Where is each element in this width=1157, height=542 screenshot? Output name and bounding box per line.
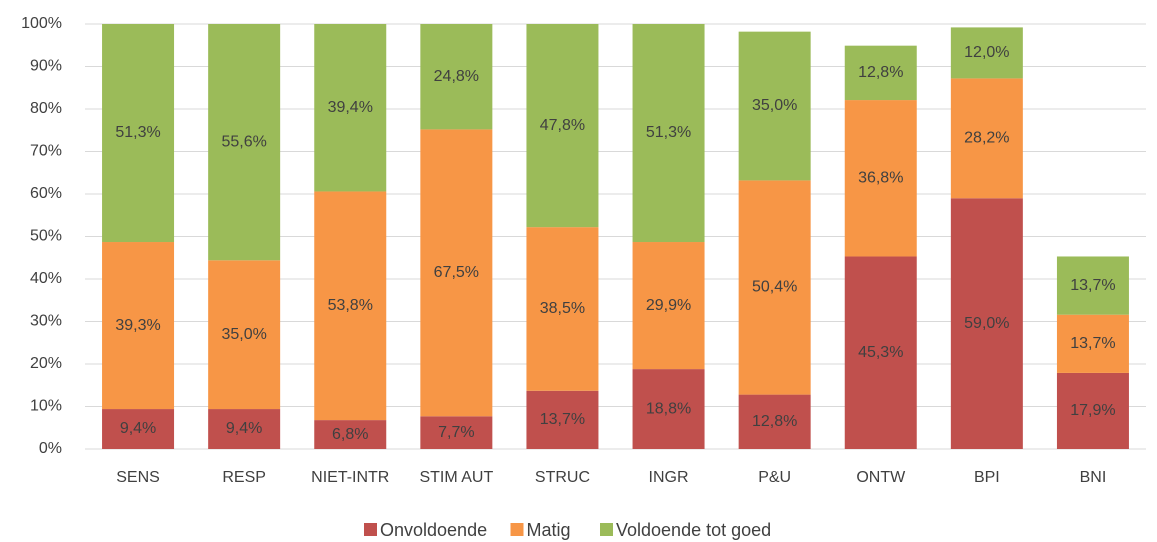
bar-segment <box>526 390 599 449</box>
data-label: 39,3% <box>115 317 160 334</box>
legend-label: Voldoende tot goed <box>616 520 771 540</box>
data-label: 35,0% <box>752 97 797 114</box>
data-label: 18,8% <box>646 400 691 417</box>
bar-segment <box>1056 256 1129 315</box>
data-label: 45,3% <box>858 344 903 361</box>
bar-segment <box>632 369 705 449</box>
bar-segment <box>102 242 175 410</box>
data-label: 28,2% <box>964 130 1009 147</box>
y-tick-label: 40% <box>30 270 62 287</box>
y-tick-label: 60% <box>30 185 62 202</box>
data-label: 17,9% <box>1070 402 1115 419</box>
data-label: 13,7% <box>1070 335 1115 352</box>
data-label: 59,0% <box>964 315 1009 332</box>
data-label: 9,4% <box>120 420 156 437</box>
bar-segment <box>208 24 281 261</box>
bar-segment <box>102 24 175 243</box>
data-label: 7,7% <box>438 424 474 441</box>
bar-segment <box>844 45 917 101</box>
bar-segment <box>950 198 1023 449</box>
bar-segment <box>844 256 917 449</box>
data-label: 6,8% <box>332 426 368 443</box>
bar-segment <box>738 394 811 449</box>
x-tick-label: BPI <box>974 469 1000 486</box>
x-tick-label: STIM AUT <box>419 469 493 486</box>
legend-swatch <box>364 523 377 536</box>
bar-segment <box>950 27 1023 79</box>
y-tick-label: 100% <box>21 15 62 32</box>
bar-segment <box>1056 372 1129 449</box>
x-tick-label: RESP <box>222 469 266 486</box>
data-label: 51,3% <box>115 124 160 141</box>
x-tick-label: P&U <box>758 469 791 486</box>
bar-segment <box>632 24 705 243</box>
data-label: 39,4% <box>328 99 373 116</box>
data-label: 13,7% <box>540 411 585 428</box>
data-label: 67,5% <box>434 264 479 281</box>
data-label: 13,7% <box>1070 277 1115 294</box>
data-label: 12,0% <box>964 44 1009 61</box>
y-tick-label: 50% <box>30 228 62 245</box>
x-tick-label: STRUC <box>535 469 590 486</box>
legend-swatch <box>510 523 524 536</box>
data-label: 50,4% <box>752 279 797 296</box>
x-tick-label: ONTW <box>856 469 906 486</box>
y-tick-label: 70% <box>30 143 62 160</box>
data-label: 12,8% <box>752 413 797 430</box>
x-tick-label: SENS <box>116 469 160 486</box>
data-label: 9,4% <box>226 420 262 437</box>
bar-segment <box>1056 314 1129 373</box>
y-tick-label: 0% <box>39 440 62 457</box>
bar-segment <box>844 100 917 257</box>
data-label: 24,8% <box>434 68 479 85</box>
bar-segment <box>526 227 599 391</box>
y-tick-label: 10% <box>30 398 62 415</box>
legend-swatch <box>600 523 613 536</box>
data-label: 38,5% <box>540 300 585 317</box>
x-tick-label: INGR <box>649 469 689 486</box>
bar-segment <box>102 409 175 449</box>
bar-segment <box>208 260 281 410</box>
data-label: 36,8% <box>858 169 903 186</box>
data-label: 47,8% <box>540 117 585 134</box>
y-tick-label: 90% <box>30 58 62 75</box>
data-label: 12,8% <box>858 64 903 81</box>
bar-segment <box>420 24 493 130</box>
bar-segment <box>950 78 1023 199</box>
x-tick-label: BNI <box>1080 469 1107 486</box>
legend-label: Matig <box>527 520 571 540</box>
legend-label: Onvoldoende <box>380 520 487 540</box>
bar-segment <box>738 180 811 395</box>
bar-segment <box>526 24 599 228</box>
data-label: 29,9% <box>646 297 691 314</box>
bar-segment <box>738 31 811 181</box>
y-tick-label: 80% <box>30 100 62 117</box>
y-tick-label: 20% <box>30 355 62 372</box>
bar-segment <box>208 409 281 449</box>
bar-segment <box>314 191 387 421</box>
bar-segment <box>632 242 705 370</box>
bar-segment <box>420 129 493 417</box>
data-label: 51,3% <box>646 124 691 141</box>
data-label: 53,8% <box>328 297 373 314</box>
data-label: 55,6% <box>221 133 266 150</box>
bar-segment <box>314 24 387 192</box>
data-label: 35,0% <box>221 326 266 343</box>
bar-segment <box>314 420 387 449</box>
bar-segment <box>420 416 493 449</box>
y-tick-label: 30% <box>30 313 62 330</box>
x-tick-label: NIET-INTR <box>311 469 389 486</box>
